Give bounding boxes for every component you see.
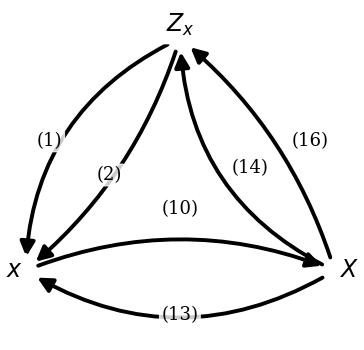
Text: $X$: $X$ xyxy=(339,259,359,282)
Text: (13): (13) xyxy=(161,306,198,324)
Text: (14): (14) xyxy=(232,159,269,177)
Text: $Z_x$: $Z_x$ xyxy=(166,12,194,38)
Text: (16): (16) xyxy=(292,132,328,150)
Text: $x$: $x$ xyxy=(6,259,23,282)
Text: (10): (10) xyxy=(161,200,198,218)
Text: (2): (2) xyxy=(97,166,122,184)
Text: (1): (1) xyxy=(37,132,63,150)
